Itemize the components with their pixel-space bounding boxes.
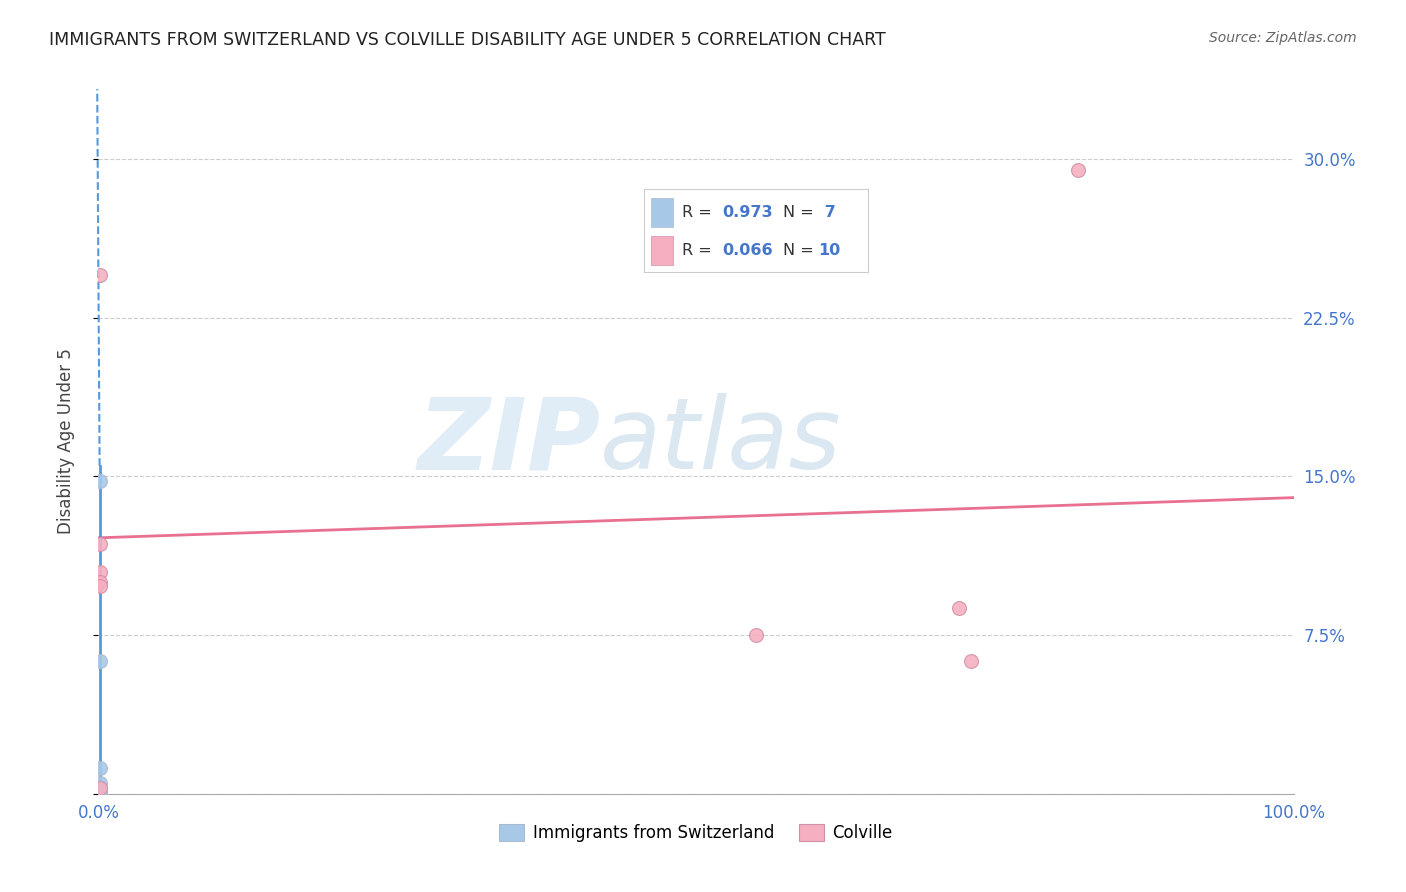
Point [89,537,111,551]
Point [89,776,111,790]
Text: 7: 7 [818,205,835,220]
Text: 10: 10 [818,243,841,258]
Point [89,580,111,594]
Legend: Immigrants from Switzerland, Colville: Immigrants from Switzerland, Colville [492,817,900,849]
Text: R =: R = [682,243,717,258]
Text: R =: R = [682,205,717,220]
Text: ZIP: ZIP [418,393,600,490]
Point [89,575,111,590]
Point [960,654,983,668]
Point [948,600,970,615]
Text: atlas: atlas [600,393,842,490]
Text: 0.973: 0.973 [723,205,773,220]
FancyBboxPatch shape [651,236,673,265]
Text: 0.066: 0.066 [723,243,773,258]
Text: N =: N = [783,205,818,220]
Text: Source: ZipAtlas.com: Source: ZipAtlas.com [1209,31,1357,45]
Point [89,785,111,799]
Text: N =: N = [783,243,818,258]
Point [89,780,111,795]
Point [89,474,111,488]
Point [745,628,768,642]
Point [89,268,111,283]
Point [89,762,111,776]
Text: IMMIGRANTS FROM SWITZERLAND VS COLVILLE DISABILITY AGE UNDER 5 CORRELATION CHART: IMMIGRANTS FROM SWITZERLAND VS COLVILLE … [49,31,886,49]
Point [89,780,111,795]
Point [1067,162,1090,177]
Point [89,782,111,797]
Point [89,565,111,579]
FancyBboxPatch shape [651,198,673,227]
Y-axis label: Disability Age Under 5: Disability Age Under 5 [56,349,75,534]
Point [89,654,111,668]
